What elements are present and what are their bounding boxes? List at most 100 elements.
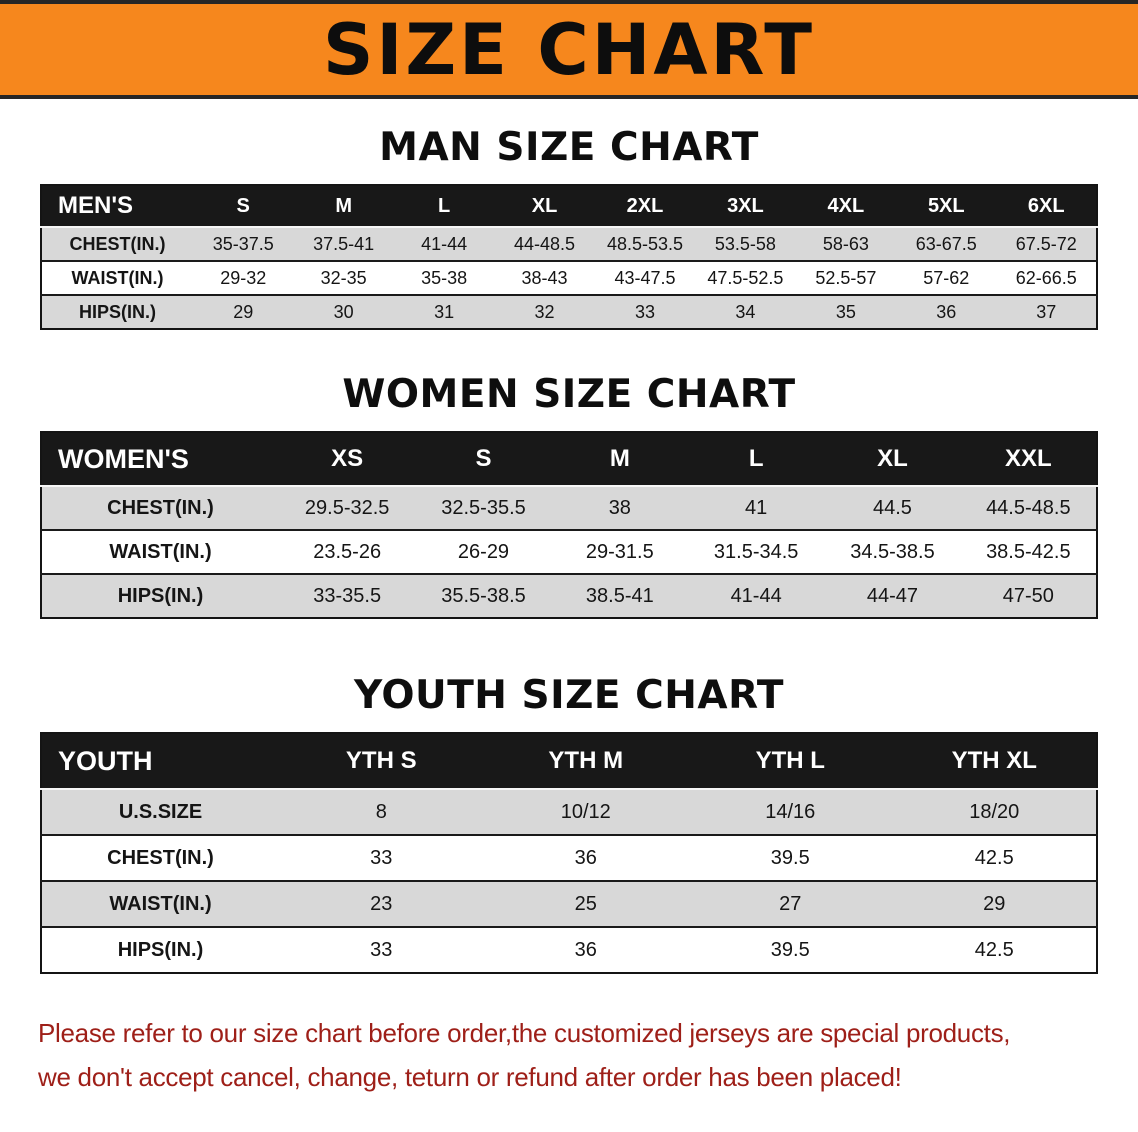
table-row: HIPS(IN.) 29 30 31 32 33 34 35 36 37 bbox=[41, 295, 1097, 329]
footer-notice: Please refer to our size chart before or… bbox=[38, 1012, 1100, 1099]
size-column-header: S bbox=[415, 432, 552, 487]
size-column-header: YTH L bbox=[688, 733, 893, 790]
size-value-cell: 29.5-32.5 bbox=[304, 496, 390, 519]
size-column-header: 3XL bbox=[695, 185, 796, 228]
size-value-cell: 48.5-53.5 bbox=[606, 233, 683, 254]
size-value-cell: 33-35.5 bbox=[313, 584, 382, 607]
charts-area: MAN SIZE CHART MEN'S S M L XL 2XL 3XL 4XL 5XL 6XL… bbox=[0, 125, 1138, 974]
men-size-table: MEN'S S M L XL 2XL 3XL 4XL 5XL 6XL CHEST(IN.) 35-37… bbox=[40, 184, 1098, 330]
size-value-cell: 58-63 bbox=[822, 233, 869, 254]
size-value-cell: 35-38 bbox=[421, 267, 468, 288]
table-row: HIPS(IN.) 33 36 39.5 42.5 bbox=[41, 927, 1097, 973]
row-label: CHEST(IN.) bbox=[69, 233, 166, 254]
women-section-heading: WOMEN SIZE CHART bbox=[342, 372, 796, 417]
size-value-cell: 26-29 bbox=[457, 540, 510, 563]
size-value-cell: 36 bbox=[574, 846, 597, 869]
row-label: WAIST(IN.) bbox=[109, 540, 212, 563]
size-value-cell: 38-43 bbox=[521, 267, 568, 288]
table-header-row: YOUTH YTH S YTH M YTH L YTH XL bbox=[41, 733, 1097, 790]
size-value-cell: 38.5-42.5 bbox=[986, 540, 1071, 563]
size-value-cell: 35-37.5 bbox=[212, 233, 274, 254]
men-size-section: MAN SIZE CHART MEN'S S M L XL 2XL 3XL 4XL 5XL 6XL… bbox=[0, 125, 1138, 330]
size-value-cell: 23.5-26 bbox=[313, 540, 382, 563]
table-title-cell: WOMEN'S bbox=[41, 432, 279, 487]
table-title-cell: YOUTH bbox=[41, 733, 279, 790]
size-value-cell: 27 bbox=[779, 892, 802, 915]
page-title: SIZE CHART bbox=[322, 8, 816, 91]
row-label: WAIST(IN.) bbox=[71, 267, 164, 288]
size-column-header: S bbox=[193, 185, 294, 228]
size-value-cell: 25 bbox=[574, 892, 597, 915]
size-value-cell: 32 bbox=[534, 301, 555, 322]
table-row: WAIST(IN.) 23 25 27 29 bbox=[41, 881, 1097, 927]
size-value-cell: 32-35 bbox=[320, 267, 367, 288]
row-label: HIPS(IN.) bbox=[117, 938, 204, 961]
size-value-cell: 37 bbox=[1036, 301, 1057, 322]
table-row: WAIST(IN.) 23.5-26 26-29 29-31.5 31.5-34.5 34… bbox=[41, 530, 1097, 574]
size-column-header: YTH M bbox=[483, 733, 688, 790]
table-row: CHEST(IN.) 35-37.5 37.5-41 41-44 44-48.5 48.5… bbox=[41, 227, 1097, 261]
size-value-cell: 57-62 bbox=[923, 267, 970, 288]
size-value-cell: 33 bbox=[370, 846, 393, 869]
size-value-cell: 32.5-35.5 bbox=[441, 496, 526, 519]
size-value-cell: 62-66.5 bbox=[1015, 267, 1077, 288]
table-header-row: MEN'S S M L XL 2XL 3XL 4XL 5XL 6XL bbox=[41, 185, 1097, 228]
size-value-cell: 29 bbox=[233, 301, 254, 322]
size-value-cell: 14/16 bbox=[765, 800, 816, 823]
size-value-cell: 31.5-34.5 bbox=[713, 540, 799, 563]
row-label: HIPS(IN.) bbox=[78, 301, 156, 322]
women-size-table: WOMEN'S XS S M L XL XXL CHEST(IN.) 29.5-32.5 32.5… bbox=[40, 431, 1098, 619]
size-value-cell: 18/20 bbox=[969, 800, 1020, 823]
women-size-section: WOMEN SIZE CHART WOMEN'S XS S M L XL XXL CHEST(… bbox=[0, 372, 1138, 619]
size-value-cell: 34 bbox=[735, 301, 756, 322]
size-value-cell: 42.5 bbox=[974, 846, 1014, 869]
size-value-cell: 29-31.5 bbox=[585, 540, 654, 563]
size-column-header: XXL bbox=[960, 432, 1097, 487]
table-row: CHEST(IN.) 33 36 39.5 42.5 bbox=[41, 835, 1097, 881]
size-value-cell: 34.5-38.5 bbox=[850, 540, 935, 563]
table-row: WAIST(IN.) 29-32 32-35 35-38 38-43 43-47.5 47.… bbox=[41, 261, 1097, 295]
row-label: HIPS(IN.) bbox=[117, 584, 204, 607]
size-value-cell: 33 bbox=[634, 301, 655, 322]
size-value-cell: 35 bbox=[835, 301, 856, 322]
size-column-header: 5XL bbox=[896, 185, 997, 228]
table-row: CHEST(IN.) 29.5-32.5 32.5-35.5 38 41 44.5 44.5… bbox=[41, 486, 1097, 530]
size-value-cell: 41 bbox=[745, 496, 768, 519]
size-column-header: 4XL bbox=[795, 185, 897, 228]
size-column-header: YTH XL bbox=[892, 733, 1097, 790]
size-value-cell: 63-67.5 bbox=[915, 233, 977, 254]
size-value-cell: 42.5 bbox=[974, 938, 1014, 961]
size-column-header: XS bbox=[279, 432, 416, 487]
size-column-header: XL bbox=[824, 432, 961, 487]
size-value-cell: 35.5-38.5 bbox=[441, 584, 526, 607]
size-value-cell: 33 bbox=[370, 938, 393, 961]
notice-line-1: Please refer to our size chart before or… bbox=[38, 1018, 1011, 1048]
size-value-cell: 37.5-41 bbox=[313, 233, 375, 254]
size-value-cell: 10/12 bbox=[560, 800, 611, 823]
size-column-header: 2XL bbox=[594, 185, 696, 228]
size-value-cell: 23 bbox=[370, 892, 393, 915]
size-value-cell: 39.5 bbox=[770, 846, 810, 869]
size-value-cell: 29-32 bbox=[220, 267, 267, 288]
youth-section-heading: YOUTH SIZE CHART bbox=[354, 673, 784, 718]
size-value-cell: 44.5 bbox=[873, 496, 912, 519]
size-column-header: M bbox=[551, 432, 688, 487]
table-row: U.S.SIZE 8 10/12 14/16 18/20 bbox=[41, 789, 1097, 835]
size-column-header: M bbox=[293, 185, 394, 228]
youth-size-table: YOUTH YTH S YTH M YTH L YTH XL U.S.SIZE 8 10/12… bbox=[40, 732, 1098, 974]
size-value-cell: 44-48.5 bbox=[514, 233, 576, 254]
size-value-cell: 29 bbox=[983, 892, 1006, 915]
size-value-cell: 52.5-57 bbox=[815, 267, 877, 288]
size-value-cell: 44-47 bbox=[866, 584, 919, 607]
youth-size-section: YOUTH SIZE CHART YOUTH YTH S YTH M YTH L YTH… bbox=[0, 673, 1138, 974]
size-value-cell: 31 bbox=[434, 301, 455, 322]
size-value-cell: 41-44 bbox=[730, 584, 782, 607]
size-value-cell: 47.5-52.5 bbox=[707, 267, 784, 288]
size-value-cell: 8 bbox=[375, 800, 387, 823]
size-value-cell: 47-50 bbox=[1002, 584, 1054, 607]
men-section-heading: MAN SIZE CHART bbox=[379, 125, 759, 170]
size-column-header: XL bbox=[494, 185, 595, 228]
size-value-cell: 67.5-72 bbox=[1015, 233, 1077, 254]
banner: SIZE CHART bbox=[0, 0, 1138, 99]
